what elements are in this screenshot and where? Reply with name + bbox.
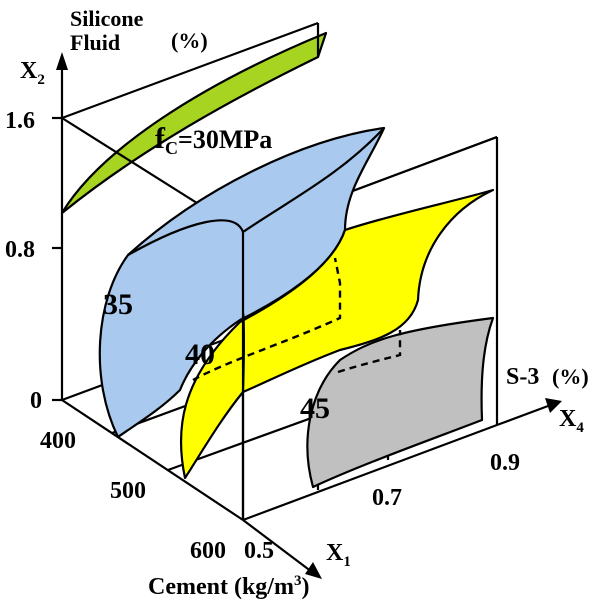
- chart-title: fC=30MPa: [155, 122, 272, 158]
- x4-axis-label: S-3: [506, 364, 539, 390]
- x1-tick-400: 400: [40, 428, 76, 454]
- x1-tick-600: 600: [190, 538, 226, 564]
- x2-tick-0: 0: [30, 388, 42, 414]
- x1-axis-name: X1: [326, 540, 351, 570]
- x2-tick-0.8: 0.8: [5, 237, 35, 263]
- x2-tick-1.6: 1.6: [5, 108, 35, 134]
- x2-axis-name: X2: [20, 58, 45, 88]
- surface-30: [60, 31, 328, 215]
- x2-label-line1: Silicone: [70, 6, 144, 31]
- contour-label-40: 40: [185, 338, 215, 371]
- x1-axis-label: Cement (kg/m3): [148, 573, 309, 600]
- x4-tick-0.5: 0.5: [244, 538, 274, 564]
- x2-unit: (%): [171, 28, 208, 53]
- x1-tick-500: 500: [110, 478, 146, 504]
- x4-unit: (%): [552, 364, 589, 389]
- x4-tick-0.9: 0.9: [490, 450, 520, 476]
- hidden-contour-40: [192, 257, 342, 382]
- surface-45: [306, 316, 495, 489]
- surface-40: [179, 188, 495, 480]
- x4-axis-name: X4: [559, 406, 584, 436]
- hidden-contour-45: [337, 330, 402, 374]
- contour-label-45: 45: [300, 392, 330, 425]
- x2-label-line2: Fluid: [70, 30, 120, 55]
- x4-tick-0.7: 0.7: [372, 485, 402, 511]
- contour-label-35: 35: [103, 288, 133, 321]
